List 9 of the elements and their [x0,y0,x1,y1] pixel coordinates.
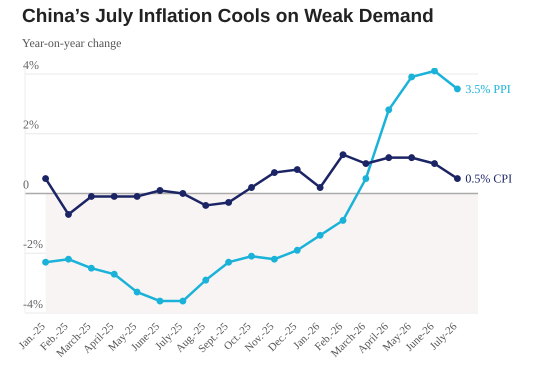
series-label: 3.5% PPI [465,82,511,96]
chart-title: China’s July Inflation Cools on Weak Demand [22,6,434,28]
series-label: 0.5% CPI [465,172,512,186]
y-tick-label: -2% [23,237,43,252]
y-tick-label: -4% [23,297,43,311]
y-tick-label: 0 [23,177,29,192]
chart-subtitle: Year-on-year change [22,36,122,51]
y-tick-label: 2% [23,118,39,132]
y-tick-label: 4% [23,58,39,72]
